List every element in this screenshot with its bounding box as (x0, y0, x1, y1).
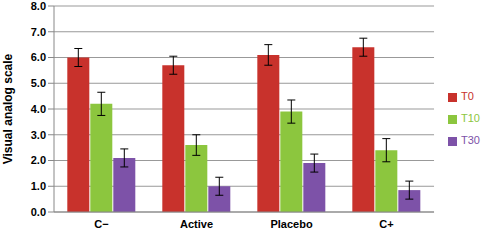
svg-text:Active: Active (180, 218, 213, 230)
svg-text:5.0: 5.0 (31, 77, 46, 89)
svg-text:Placebo: Placebo (270, 218, 312, 230)
svg-text:7.0: 7.0 (31, 26, 46, 38)
svg-text:0.0: 0.0 (31, 206, 46, 218)
svg-text:6.0: 6.0 (31, 51, 46, 63)
svg-text:3.0: 3.0 (31, 129, 46, 141)
svg-text:C+: C+ (379, 218, 393, 230)
svg-text:C−: C− (94, 218, 108, 230)
svg-text:4.0: 4.0 (31, 103, 46, 115)
svg-text:Visual analog scale: Visual analog scale (8, 53, 15, 164)
html-text:T30: T30 (461, 134, 480, 146)
svg-text:2.0: 2.0 (31, 154, 46, 166)
html-text:T0: T0 (461, 90, 474, 102)
svg-text:1.0: 1.0 (31, 180, 46, 192)
svg-text:8.0: 8.0 (31, 0, 46, 12)
html-text:T10: T10 (461, 112, 480, 124)
